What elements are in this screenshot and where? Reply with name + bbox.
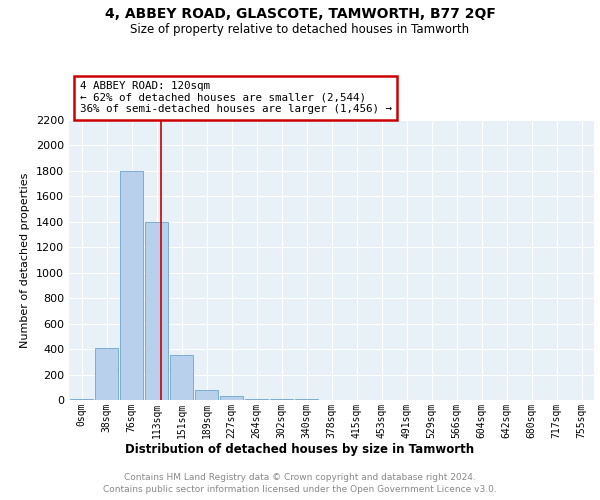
Text: Distribution of detached houses by size in Tamworth: Distribution of detached houses by size … [125, 442, 475, 456]
Text: Size of property relative to detached houses in Tamworth: Size of property relative to detached ho… [130, 22, 470, 36]
Bar [170, 356, 193, 400]
Text: Contains HM Land Registry data © Crown copyright and database right 2024.
Contai: Contains HM Land Registry data © Crown c… [103, 472, 497, 494]
Bar [245, 398, 268, 400]
Text: 4 ABBEY ROAD: 120sqm
← 62% of detached houses are smaller (2,544)
36% of semi-de: 4 ABBEY ROAD: 120sqm ← 62% of detached h… [79, 81, 392, 114]
Bar [145, 222, 169, 400]
Bar [220, 396, 244, 400]
Bar [95, 348, 118, 400]
Text: 4, ABBEY ROAD, GLASCOTE, TAMWORTH, B77 2QF: 4, ABBEY ROAD, GLASCOTE, TAMWORTH, B77 2… [104, 8, 496, 22]
Y-axis label: Number of detached properties: Number of detached properties [20, 172, 31, 348]
Bar [194, 390, 218, 400]
Bar [119, 171, 143, 400]
